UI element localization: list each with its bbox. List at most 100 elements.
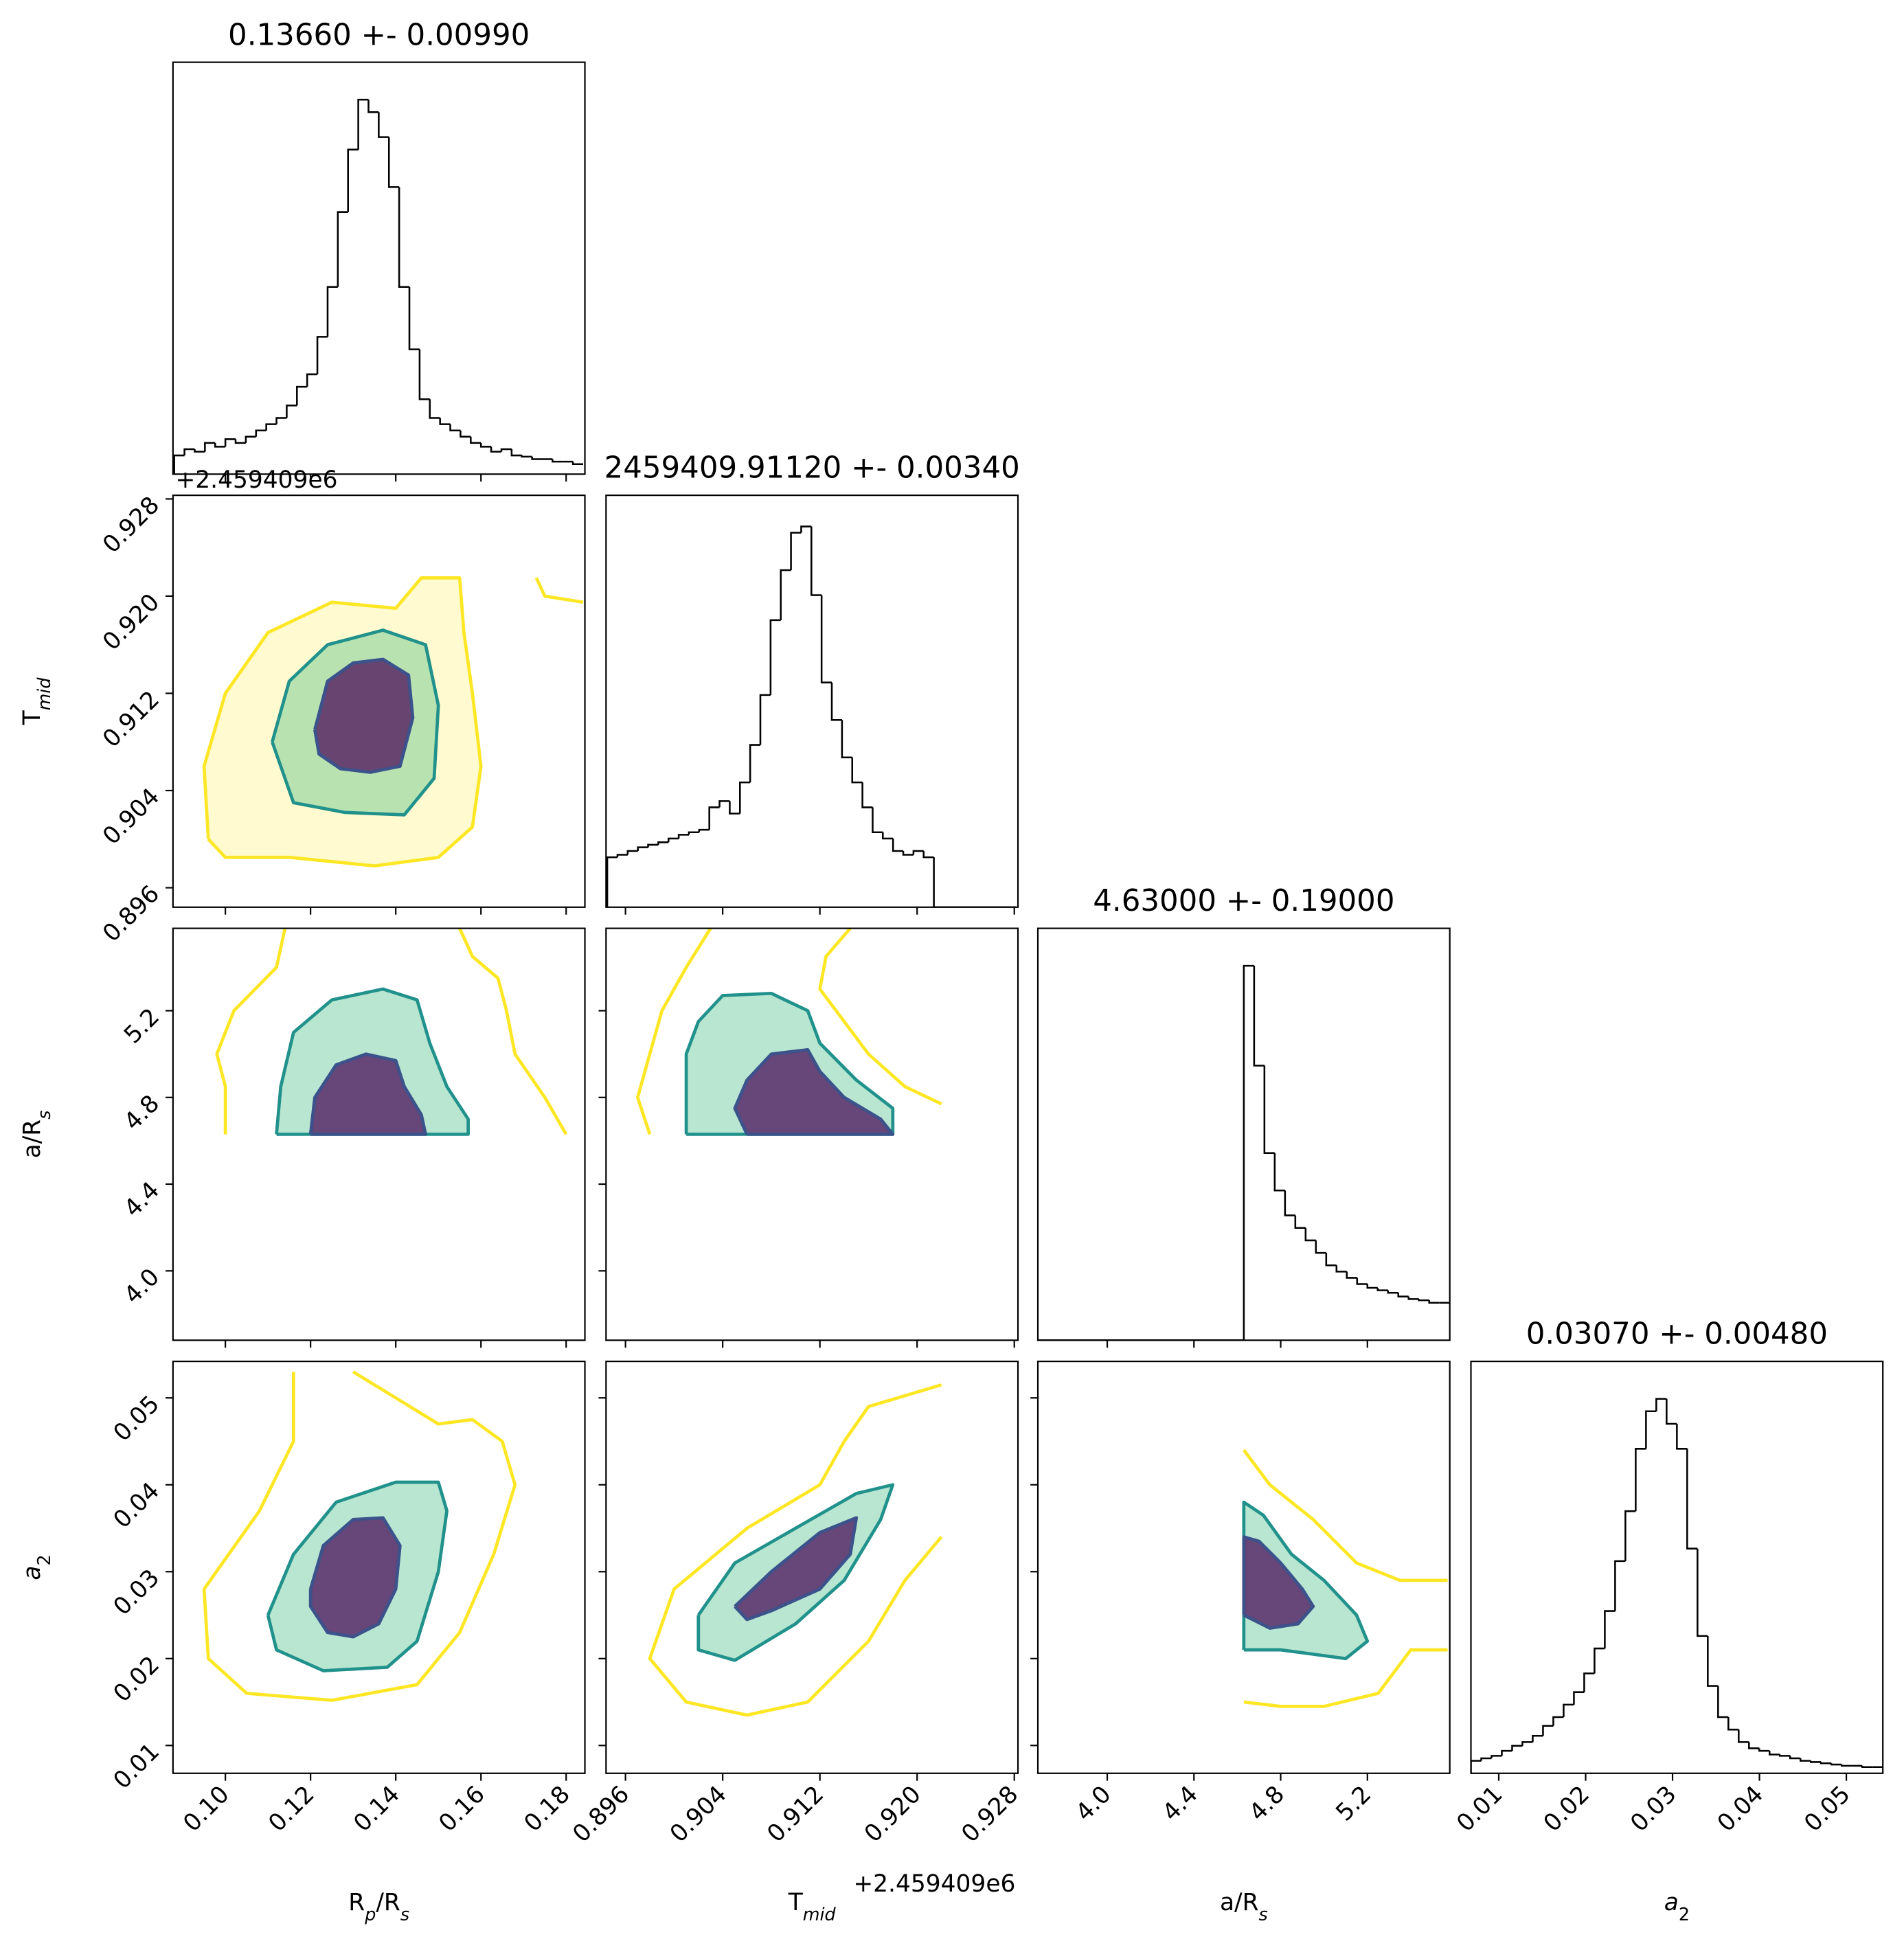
x-axis-label: a/Rs bbox=[1220, 1889, 1268, 1925]
y-tick-label: 4.0 bbox=[119, 1263, 165, 1309]
x-tick-label: 4.4 bbox=[1157, 1780, 1203, 1826]
y-tick-label: 5.2 bbox=[119, 1003, 165, 1049]
contour-fill bbox=[734, 1049, 893, 1135]
contour bbox=[271, 628, 440, 817]
axis-offset: +2.459409e6 bbox=[853, 1870, 1015, 1898]
histogram-bin bbox=[1707, 1635, 1719, 1687]
panel-frame bbox=[605, 927, 1019, 1341]
histogram-bin bbox=[933, 857, 944, 907]
histogram-bin bbox=[1397, 1293, 1409, 1297]
y-axis-label: a/Rs bbox=[19, 1111, 54, 1159]
x-axis-label: Tmid bbox=[788, 1889, 837, 1925]
histogram-bin bbox=[571, 462, 584, 466]
histogram-bin bbox=[811, 526, 822, 596]
histogram-title: 4.63000 +- 0.19000 bbox=[1093, 884, 1394, 918]
contour-fill bbox=[1243, 1536, 1313, 1628]
label-part: T bbox=[19, 710, 46, 725]
histogram-bin bbox=[1655, 1398, 1667, 1411]
histogram-bin bbox=[1325, 1253, 1337, 1267]
y-tick-label: 0.01 bbox=[109, 1738, 165, 1794]
label-part: p bbox=[364, 1904, 376, 1925]
histogram-bin bbox=[337, 211, 348, 287]
contour bbox=[275, 987, 470, 1136]
label-part: a bbox=[1664, 1889, 1679, 1916]
histogram-bin bbox=[418, 349, 430, 400]
y-tick-label: 0.920 bbox=[98, 589, 165, 656]
contour-fill bbox=[310, 1517, 400, 1637]
histogram-bin bbox=[1645, 1410, 1657, 1449]
histogram-bin bbox=[861, 782, 873, 808]
histogram-bin bbox=[1686, 1449, 1698, 1550]
histogram-bin bbox=[439, 418, 451, 425]
contour bbox=[1242, 1500, 1370, 1661]
histogram-bin bbox=[510, 449, 522, 457]
histogram-title: 2459409.91120 +- 0.00340 bbox=[604, 451, 1020, 486]
pair-panel bbox=[648, 1383, 943, 1717]
pair-panel bbox=[635, 928, 942, 1136]
histogram-bin bbox=[1717, 1686, 1729, 1718]
histogram-bin bbox=[521, 455, 532, 458]
histogram-bin bbox=[275, 417, 287, 424]
histogram bbox=[1038, 964, 1450, 1341]
histogram-bin bbox=[892, 838, 904, 852]
histogram-bin bbox=[214, 442, 226, 448]
histogram-bin bbox=[1594, 1647, 1605, 1674]
y-tick-label: 0.02 bbox=[109, 1651, 165, 1707]
histogram-bin bbox=[500, 448, 512, 452]
histogram-bin bbox=[657, 841, 669, 845]
x-tick-label: 0.01 bbox=[1451, 1780, 1508, 1837]
histogram-bin bbox=[1387, 1290, 1398, 1294]
x-tick-label: 0.04 bbox=[1712, 1780, 1769, 1837]
histogram-bin bbox=[224, 438, 236, 447]
histogram-bin bbox=[408, 286, 420, 350]
histogram-bin bbox=[255, 429, 267, 437]
y-tick-label: 0.05 bbox=[109, 1390, 165, 1446]
x-tick-label: 0.912 bbox=[762, 1780, 829, 1848]
histogram-bin bbox=[347, 148, 359, 212]
histogram-bin bbox=[387, 137, 400, 188]
label-part: s bbox=[1259, 1904, 1268, 1925]
histogram-bin bbox=[1563, 1703, 1574, 1718]
histogram-bin bbox=[1335, 1265, 1347, 1273]
histogram-bin bbox=[1727, 1717, 1739, 1731]
histogram-bin bbox=[326, 286, 338, 337]
histogram-bin bbox=[759, 694, 771, 745]
x-tick-label: 0.05 bbox=[1799, 1780, 1855, 1837]
y-tick-label: 0.896 bbox=[98, 880, 165, 947]
histogram-bin bbox=[1809, 1760, 1822, 1763]
histogram-bin bbox=[1583, 1672, 1595, 1692]
histogram-bin bbox=[769, 619, 781, 695]
histogram-bin bbox=[1676, 1423, 1688, 1450]
histogram-bin bbox=[398, 187, 410, 288]
contour bbox=[308, 1516, 402, 1639]
histogram-bin bbox=[1501, 1749, 1512, 1756]
y-tick-label: 0.03 bbox=[109, 1564, 165, 1620]
histogram-bin bbox=[1573, 1691, 1585, 1705]
histogram-bin bbox=[1407, 1296, 1419, 1300]
contour bbox=[266, 1480, 449, 1672]
histogram-bin bbox=[367, 100, 379, 113]
panel-frame bbox=[172, 61, 586, 475]
x-tick-label: 4.8 bbox=[1244, 1780, 1290, 1826]
histogram-bin bbox=[830, 682, 842, 721]
histogram-bin bbox=[1346, 1271, 1357, 1279]
histogram-bin bbox=[470, 436, 481, 444]
histogram-bin bbox=[378, 112, 389, 138]
histogram-bin bbox=[1366, 1284, 1378, 1289]
y-tick-label: 4.8 bbox=[119, 1090, 165, 1136]
label-part: a/R bbox=[19, 1120, 46, 1159]
contour bbox=[734, 1516, 859, 1622]
contour bbox=[202, 1370, 517, 1702]
histogram-bin bbox=[698, 828, 710, 832]
histogram-bin bbox=[479, 442, 492, 448]
contour-fill bbox=[315, 659, 413, 773]
contour bbox=[1242, 1449, 1448, 1582]
y-tick-label: 0.912 bbox=[98, 685, 165, 753]
histogram-bin bbox=[1521, 1741, 1533, 1746]
histogram-bin bbox=[1376, 1287, 1388, 1291]
contour bbox=[733, 1048, 895, 1136]
histogram-bin bbox=[286, 405, 297, 418]
label-part: s bbox=[34, 1111, 54, 1120]
histogram-bin bbox=[688, 831, 699, 835]
histogram-bin bbox=[1304, 1227, 1316, 1242]
